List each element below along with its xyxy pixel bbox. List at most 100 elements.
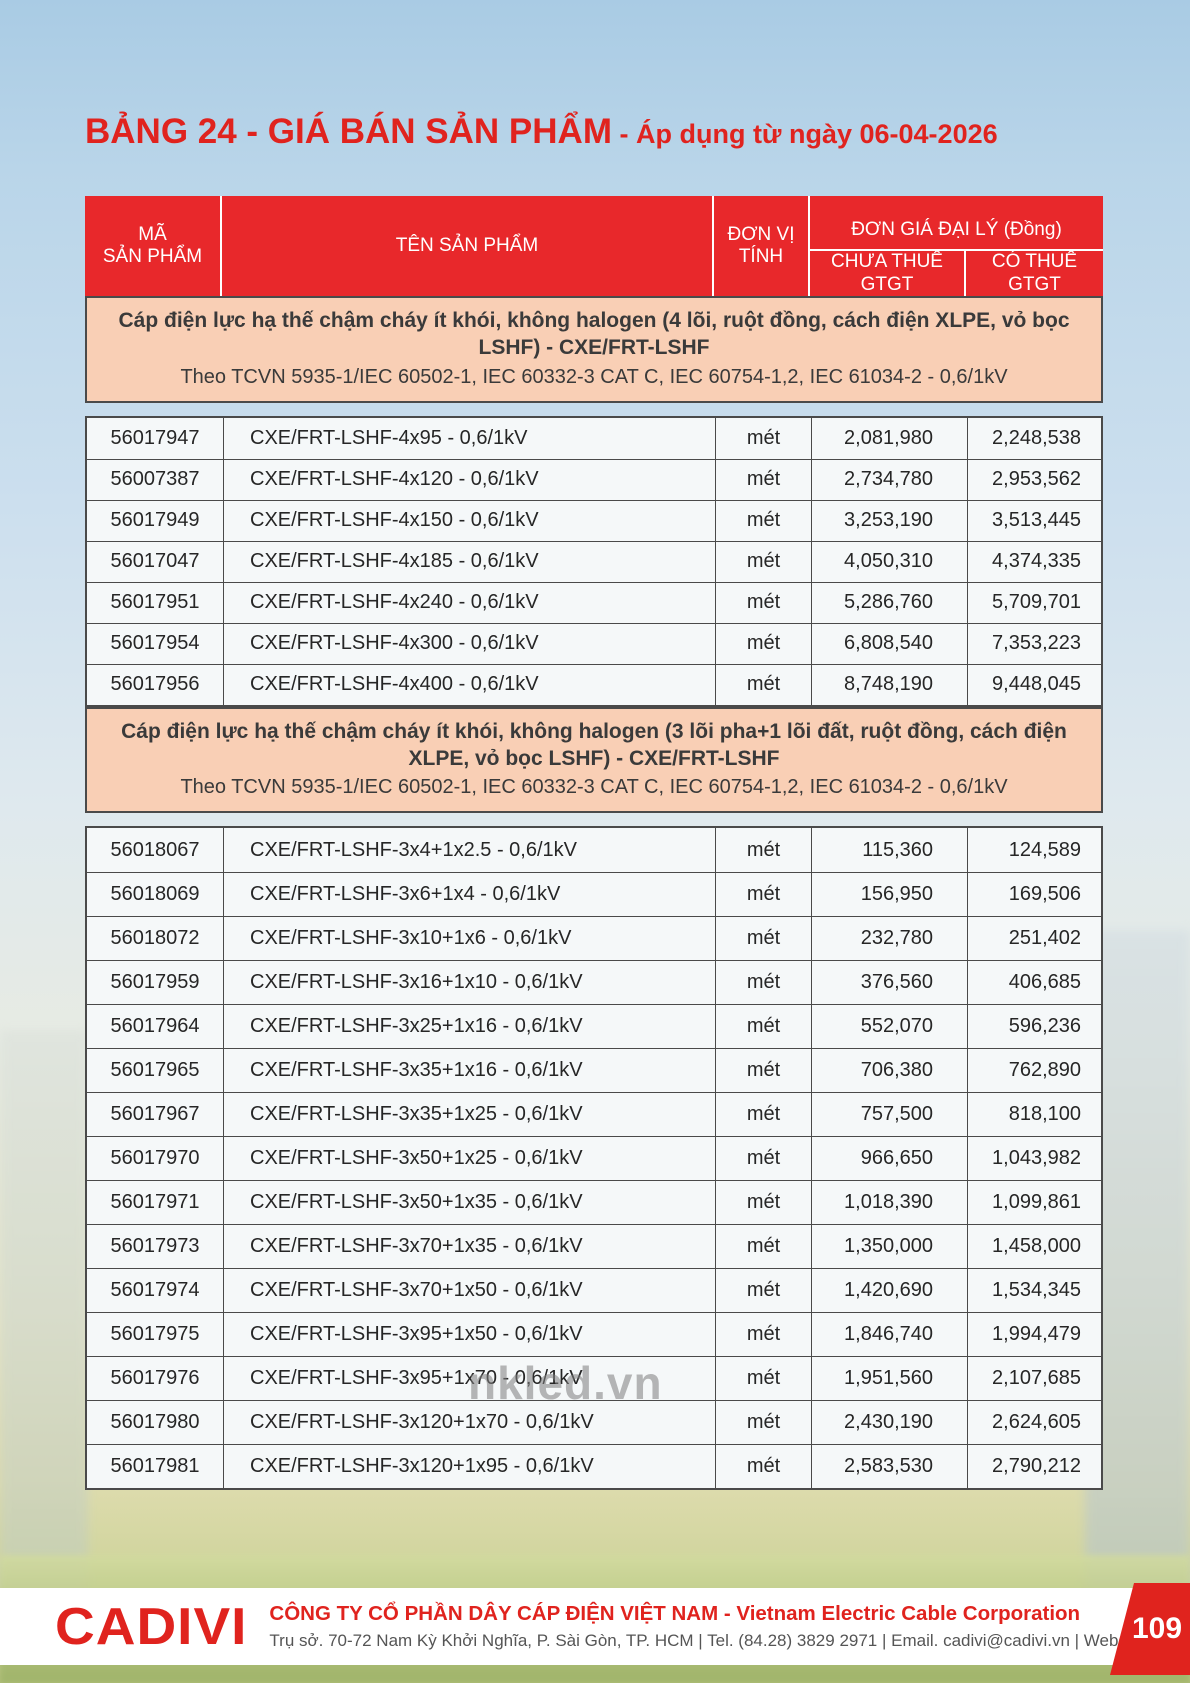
cell-price-ex-vat: 115,360 <box>812 828 968 873</box>
section-rows: 56018067 CXE/FRT-LSHF-3x4+1x2.5 - 0,6/1k… <box>85 826 1103 1491</box>
cell-price-ex-vat: 376,560 <box>812 961 968 1005</box>
cell-price-ex-vat: 1,951,560 <box>812 1357 968 1401</box>
cell-product-name: CXE/FRT-LSHF-3x25+1x16 - 0,6/1kV <box>224 1005 716 1049</box>
header-product-name: TÊN SẢN PHẨM <box>222 196 714 296</box>
cell-price-ex-vat: 1,420,690 <box>812 1269 968 1313</box>
cell-price-inc-vat: 406,685 <box>1008 971 1081 994</box>
cell-unit: mét <box>716 961 812 1005</box>
cell-product-code: 56017980 <box>87 1401 224 1445</box>
cell-product-name: CXE/FRT-LSHF-3x95+1x50 - 0,6/1kV <box>224 1313 716 1357</box>
cell-product-code: 56018069 <box>87 873 224 917</box>
table-row: 56017964 CXE/FRT-LSHF-3x25+1x16 - 0,6/1k… <box>87 1004 1101 1049</box>
header-price-inc-vat: CÓ THUẾ GTGT <box>991 251 1078 295</box>
cell-product-name: CXE/FRT-LSHF-3x35+1x16 - 0,6/1kV <box>224 1049 716 1093</box>
page-title-suffix: - Áp dụng từ ngày 06-04-2026 <box>611 119 998 149</box>
cell-product-code: 56017967 <box>87 1093 224 1137</box>
table-row: 56017956 CXE/FRT-LSHF-4x400 - 0,6/1kV mé… <box>87 663 1101 705</box>
cell-product-code: 56017973 <box>87 1225 224 1269</box>
table-row: 56017959 CXE/FRT-LSHF-3x16+1x10 - 0,6/1k… <box>87 960 1101 1005</box>
cell-product-code: 56017976 <box>87 1357 224 1401</box>
section-title: Cáp điện lực hạ thế chậm cháy ít khói, k… <box>118 309 1070 360</box>
cell-price-inc-vat: 1,099,861 <box>992 1191 1081 1214</box>
cell-unit: mét <box>716 1225 812 1269</box>
section-spacer <box>85 403 1103 416</box>
table-row: 56018072 CXE/FRT-LSHF-3x10+1x6 - 0,6/1kV… <box>87 916 1101 961</box>
cell-unit: mét <box>716 500 812 541</box>
section-subtitle: Theo TCVN 5935-1/IEC 60502-1, IEC 60332-… <box>180 365 1008 388</box>
table-row: 56017971 CXE/FRT-LSHF-3x50+1x35 - 0,6/1k… <box>87 1180 1101 1225</box>
table-section: Cáp điện lực hạ thế chậm cháy ít khói, k… <box>85 706 1103 1491</box>
cell-unit: mét <box>716 541 812 582</box>
table-row: 56018067 CXE/FRT-LSHF-3x4+1x2.5 - 0,6/1k… <box>87 828 1101 873</box>
cell-price-inc-vat: 2,248,538 <box>992 426 1081 449</box>
cell-unit: mét <box>716 664 812 705</box>
page-title-main: BẢNG 24 - GIÁ BÁN SẢN PHẨM <box>85 112 612 151</box>
section-spacer <box>85 813 1103 826</box>
cell-price-inc-vat: 2,107,685 <box>992 1367 1081 1390</box>
skyline-left <box>0 1030 88 1600</box>
table-row: 56017954 CXE/FRT-LSHF-4x300 - 0,6/1kV mé… <box>87 622 1101 664</box>
cell-price-inc-vat: 1,043,982 <box>992 1147 1081 1170</box>
cell-product-name: CXE/FRT-LSHF-3x35+1x25 - 0,6/1kV <box>224 1093 716 1137</box>
cell-price-inc-vat: 1,458,000 <box>992 1235 1081 1258</box>
table-row: 56017947 CXE/FRT-LSHF-4x95 - 0,6/1kV mét… <box>87 417 1101 459</box>
cell-product-name: CXE/FRT-LSHF-4x95 - 0,6/1kV <box>224 417 716 459</box>
cell-price-ex-vat: 706,380 <box>812 1049 968 1093</box>
cell-price-inc-vat: 1,994,479 <box>992 1323 1081 1346</box>
table-row: 56017976 CXE/FRT-LSHF-3x95+1x70 - 0,6/1k… <box>87 1356 1101 1401</box>
cell-product-code: 56017970 <box>87 1137 224 1181</box>
cell-unit: mét <box>716 459 812 500</box>
cell-price-ex-vat: 1,350,000 <box>812 1225 968 1269</box>
section-band: Cáp điện lực hạ thế chậm cháy ít khói, k… <box>85 706 1103 814</box>
cell-product-code: 56007387 <box>87 459 224 500</box>
cell-product-name: CXE/FRT-LSHF-3x16+1x10 - 0,6/1kV <box>224 961 716 1005</box>
cell-product-name: CXE/FRT-LSHF-3x120+1x95 - 0,6/1kV <box>224 1445 716 1489</box>
table-row: 56017980 CXE/FRT-LSHF-3x120+1x70 - 0,6/1… <box>87 1400 1101 1445</box>
cell-product-code: 56017964 <box>87 1005 224 1049</box>
cell-product-code: 56018067 <box>87 828 224 873</box>
cell-product-name: CXE/FRT-LSHF-3x50+1x25 - 0,6/1kV <box>224 1137 716 1181</box>
cell-price-ex-vat: 6,808,540 <box>812 623 968 664</box>
cell-product-code: 56017951 <box>87 582 224 623</box>
cell-product-name: CXE/FRT-LSHF-3x95+1x70 - 0,6/1kV <box>224 1357 716 1401</box>
cell-unit: mét <box>716 1137 812 1181</box>
table-row: 56017974 CXE/FRT-LSHF-3x70+1x50 - 0,6/1k… <box>87 1268 1101 1313</box>
cell-product-name: CXE/FRT-LSHF-3x70+1x50 - 0,6/1kV <box>224 1269 716 1313</box>
cell-unit: mét <box>716 828 812 873</box>
cell-price-ex-vat: 2,734,780 <box>812 459 968 500</box>
table-row: 56017970 CXE/FRT-LSHF-3x50+1x25 - 0,6/1k… <box>87 1136 1101 1181</box>
cadivi-logo: CADIVI <box>55 1596 248 1656</box>
cell-product-code: 56017949 <box>87 500 224 541</box>
section-subtitle: Theo TCVN 5935-1/IEC 60502-1, IEC 60332-… <box>180 776 1008 799</box>
cell-price-inc-vat: 596,236 <box>1008 1015 1081 1038</box>
cell-price-inc-vat: 2,624,605 <box>992 1411 1081 1434</box>
section-band: Cáp điện lực hạ thế chậm cháy ít khói, k… <box>85 296 1103 403</box>
cell-product-name: CXE/FRT-LSHF-3x4+1x2.5 - 0,6/1kV <box>224 828 716 873</box>
cell-product-name: CXE/FRT-LSHF-3x6+1x4 - 0,6/1kV <box>224 873 716 917</box>
cell-price-inc-vat: 762,890 <box>1008 1059 1081 1082</box>
cell-unit: mét <box>716 1181 812 1225</box>
section-rows: 56017947 CXE/FRT-LSHF-4x95 - 0,6/1kV mét… <box>85 415 1103 707</box>
cell-product-name: CXE/FRT-LSHF-3x70+1x35 - 0,6/1kV <box>224 1225 716 1269</box>
cell-price-ex-vat: 757,500 <box>812 1093 968 1137</box>
cell-unit: mét <box>716 1357 812 1401</box>
table-row: 56017965 CXE/FRT-LSHF-3x35+1x16 - 0,6/1k… <box>87 1048 1101 1093</box>
company-name: CÔNG TY CỔ PHẦN DÂY CÁP ĐIỆN VIỆT NAM - … <box>269 1602 1081 1625</box>
cell-product-name: CXE/FRT-LSHF-3x10+1x6 - 0,6/1kV <box>224 917 716 961</box>
cell-product-code: 56017974 <box>87 1269 224 1313</box>
table-section: Cáp điện lực hạ thế chậm cháy ít khói, k… <box>85 296 1103 707</box>
cell-product-name: CXE/FRT-LSHF-4x300 - 0,6/1kV <box>224 623 716 664</box>
cell-unit: mét <box>716 417 812 459</box>
cell-price-ex-vat: 966,650 <box>812 1137 968 1181</box>
table-row: 56018069 CXE/FRT-LSHF-3x6+1x4 - 0,6/1kV … <box>87 872 1101 917</box>
watermark: nkled.vn <box>468 1357 663 1409</box>
cell-price-ex-vat: 2,081,980 <box>812 417 968 459</box>
cell-price-ex-vat: 2,583,530 <box>812 1445 968 1489</box>
cell-price-inc-vat: 818,100 <box>1008 1103 1081 1126</box>
cell-price-inc-vat: 4,374,335 <box>992 550 1081 573</box>
cell-price-ex-vat: 1,846,740 <box>812 1313 968 1357</box>
table-row: 56017973 CXE/FRT-LSHF-3x70+1x35 - 0,6/1k… <box>87 1224 1101 1269</box>
table-row: 56017975 CXE/FRT-LSHF-3x95+1x50 - 0,6/1k… <box>87 1312 1101 1357</box>
cell-price-ex-vat: 232,780 <box>812 917 968 961</box>
